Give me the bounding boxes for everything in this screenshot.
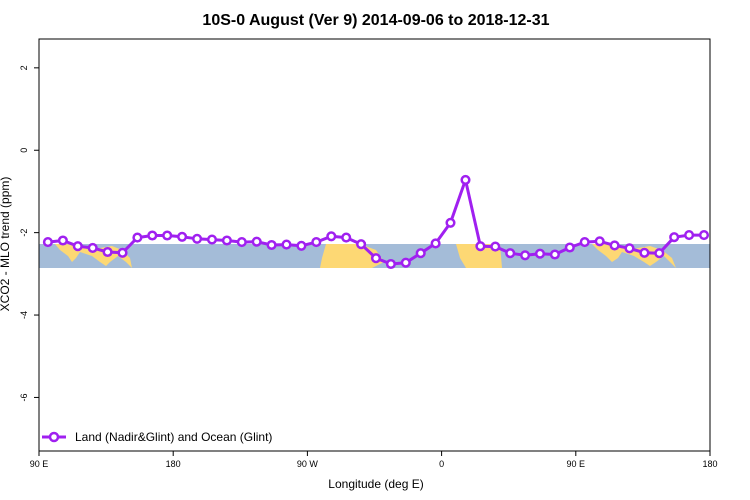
plot-area	[38, 38, 711, 452]
x-axis: 90 E 180 90 W 0 90 E 180	[30, 451, 718, 469]
data-point	[460, 174, 471, 185]
data-point	[445, 217, 456, 228]
data-point	[281, 239, 292, 250]
land-africa	[456, 244, 502, 268]
x-axis-label: Longitude (deg E)	[328, 477, 423, 491]
data-point	[639, 247, 650, 258]
data-point	[177, 231, 188, 242]
chart-title: 10S-0 August (Ver 9) 2014-09-06 to 2018-…	[202, 12, 549, 29]
data-point	[400, 257, 411, 268]
data-point	[251, 236, 262, 247]
data-point	[72, 241, 83, 252]
data-point	[385, 258, 396, 270]
series-group	[42, 174, 710, 270]
data-point	[206, 234, 218, 245]
data-point	[684, 230, 695, 241]
data-point	[57, 235, 68, 246]
data-point	[326, 231, 337, 242]
data-point	[117, 247, 128, 258]
data-point	[356, 239, 367, 250]
data-point	[430, 238, 441, 249]
map-band	[39, 244, 710, 268]
y-tick-label: 2	[19, 65, 29, 70]
y-axis: 2 0 -2 -4 -6	[19, 65, 39, 401]
data-point	[490, 241, 501, 252]
y-tick-label: -4	[19, 311, 29, 319]
data-point	[415, 248, 426, 259]
data-point	[296, 240, 307, 251]
data-point	[654, 248, 665, 259]
data-point	[579, 237, 590, 248]
plot-frame	[38, 38, 711, 452]
data-point	[162, 230, 173, 241]
data-point	[609, 240, 620, 251]
y-tick-label: 0	[19, 148, 29, 153]
data-point	[311, 237, 322, 248]
x-tick-label: 90 E	[30, 459, 49, 469]
legend-label: Land (Nadir&Glint) and Ocean (Glint)	[75, 430, 272, 444]
x-tick-label: 90 E	[567, 459, 586, 469]
data-point	[475, 241, 486, 252]
data-point	[669, 232, 680, 243]
data-point	[236, 237, 247, 248]
data-point	[534, 248, 546, 259]
data-point	[87, 242, 98, 253]
y-tick-label: -6	[19, 393, 29, 401]
y-axis-label: XCO2 - MLO trend (ppm)	[0, 177, 12, 312]
data-point	[549, 249, 560, 260]
data-point	[564, 242, 575, 253]
y-tick-label: -2	[19, 229, 29, 237]
x-tick-label: 180	[166, 459, 181, 469]
x-tick-label: 0	[439, 459, 444, 469]
data-point	[42, 237, 53, 248]
data-point	[102, 246, 113, 258]
data-point	[192, 233, 203, 244]
data-point	[132, 232, 143, 243]
legend-marker-swatch	[48, 431, 60, 443]
data-point	[370, 253, 382, 264]
data-point	[698, 230, 710, 241]
data-point	[520, 250, 531, 261]
data-point	[266, 239, 277, 251]
data-point	[147, 230, 158, 241]
x-tick-label: 90 W	[297, 459, 319, 469]
data-point	[505, 248, 516, 259]
x-tick-label: 180	[702, 459, 717, 469]
data-point	[594, 236, 605, 247]
data-point	[341, 232, 352, 243]
legend: Land (Nadir&Glint) and Ocean (Glint)	[42, 430, 272, 444]
data-point	[221, 235, 232, 246]
data-point	[624, 243, 635, 254]
land-maritime-continent	[55, 244, 132, 268]
